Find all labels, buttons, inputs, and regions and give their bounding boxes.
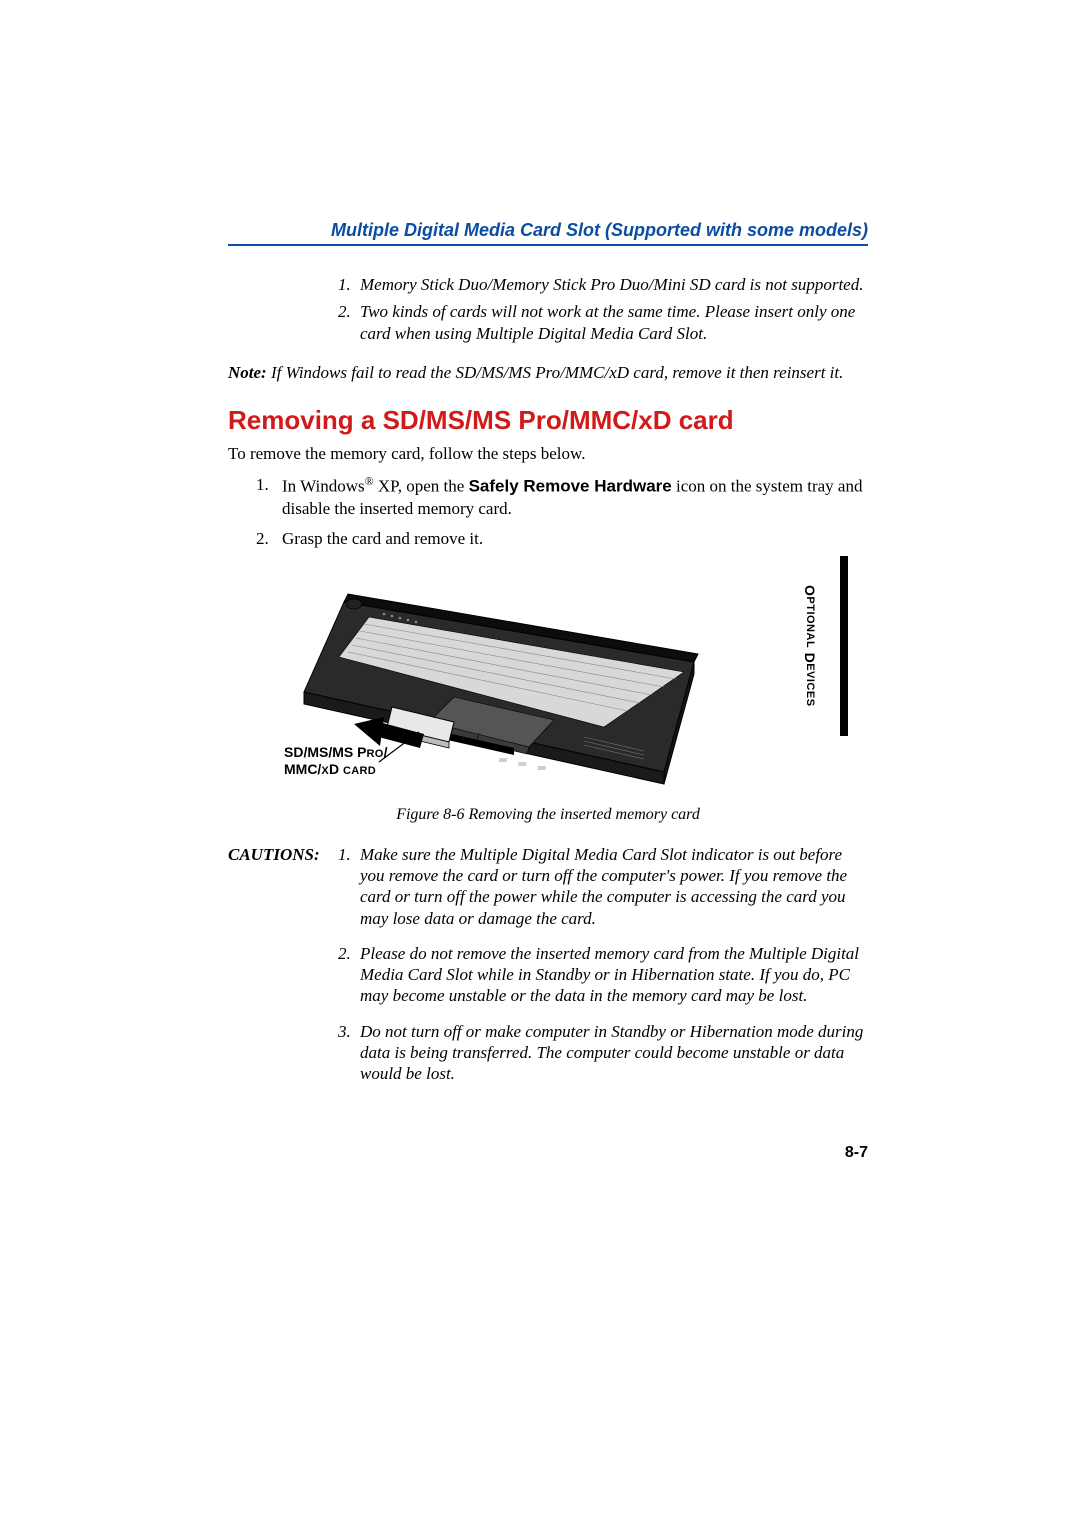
steps-list: 1. In Windows® XP, open the Safely Remov… <box>256 474 868 550</box>
text-fragment: MMC/ <box>284 761 321 777</box>
list-text: Please do not remove the inserted memory… <box>360 943 868 1007</box>
text-fragment: RO <box>366 748 383 760</box>
list-item: 2. Please do not remove the inserted mem… <box>338 943 868 1007</box>
text-fragment: X <box>321 765 329 777</box>
list-text: Make sure the Multiple Digital Media Car… <box>360 844 868 929</box>
list-item: 1. In Windows® XP, open the Safely Remov… <box>256 474 868 520</box>
list-text: Grasp the card and remove it. <box>282 528 868 550</box>
list-text: Two kinds of cards will not work at the … <box>360 301 868 344</box>
list-number: 2. <box>338 943 360 1007</box>
side-tab-bar <box>840 556 848 736</box>
list-item: 1. Make sure the Multiple Digital Media … <box>338 844 868 929</box>
list-number: 3. <box>338 1021 360 1085</box>
cautions-label: CAUTIONS: <box>228 844 338 1099</box>
section-intro: To remove the memory card, follow the st… <box>228 444 868 464</box>
section-heading: Removing a SD/MS/MS Pro/MMC/xD card <box>228 405 868 436</box>
text-fragment: O <box>802 585 818 596</box>
note-block: Note: If Windows fail to read the SD/MS/… <box>228 362 868 383</box>
note-text: If Windows fail to read the SD/MS/MS Pro… <box>267 363 844 382</box>
page-header: Multiple Digital Media Card Slot (Suppor… <box>228 220 868 246</box>
figure-callout-label: SD/MS/MS PRO/ MMC/XD CARD <box>284 744 387 778</box>
list-number: 1. <box>338 274 360 295</box>
text-fragment: D <box>802 653 818 664</box>
note-label: Note: <box>228 363 267 382</box>
figure-caption: Figure 8-6 Removing the inserted memory … <box>228 806 868 824</box>
list-item: 2. Two kinds of cards will not work at t… <box>338 301 868 344</box>
text-fragment: EVICES <box>804 663 816 706</box>
list-number: 2. <box>338 301 360 344</box>
list-text: In Windows® XP, open the Safely Remove H… <box>282 474 868 520</box>
text-fragment: PTIONAL <box>804 597 816 649</box>
text-fragment: / <box>384 744 388 760</box>
text-fragment: D <box>329 761 343 777</box>
list-number: 2. <box>256 528 282 550</box>
cautions-block: CAUTIONS: 1. Make sure the Multiple Digi… <box>228 844 868 1099</box>
top-notes-list: 1. Memory Stick Duo/Memory Stick Pro Duo… <box>338 274 868 344</box>
text-fragment: CARD <box>343 765 376 777</box>
text-fragment: XP, open the <box>374 477 469 496</box>
text-fragment: SD/MS/MS P <box>284 744 366 760</box>
list-text: Do not turn off or make computer in Stan… <box>360 1021 868 1085</box>
side-tab-label: OPTIONAL DEVICES <box>790 556 830 736</box>
list-text: Memory Stick Duo/Memory Stick Pro Duo/Mi… <box>360 274 868 295</box>
text-fragment: In Windows <box>282 477 365 496</box>
list-item: 2. Grasp the card and remove it. <box>256 528 868 550</box>
list-number: 1. <box>338 844 360 929</box>
figure: SD/MS/MS PRO/ MMC/XD CARD <box>284 562 714 792</box>
list-item: 3. Do not turn off or make computer in S… <box>338 1021 868 1085</box>
list-item: 1. Memory Stick Duo/Memory Stick Pro Duo… <box>338 274 868 295</box>
side-tab: OPTIONAL DEVICES <box>790 556 848 736</box>
page-number: 8-7 <box>228 1144 868 1162</box>
registered-mark: ® <box>365 474 374 488</box>
list-number: 1. <box>256 474 282 520</box>
bold-term: Safely Remove Hardware <box>469 477 672 496</box>
